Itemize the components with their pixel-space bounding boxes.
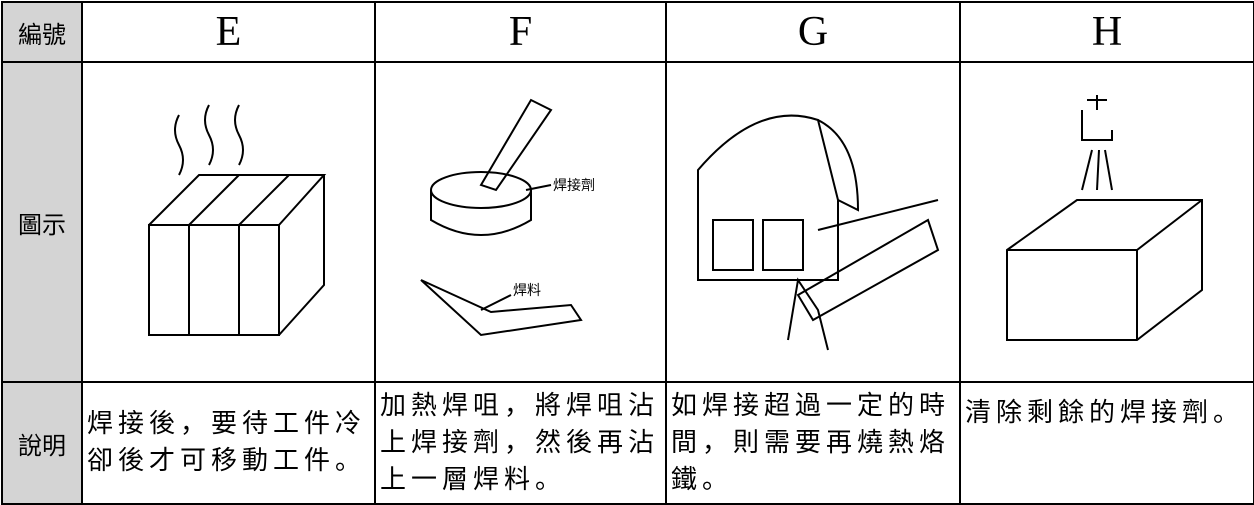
description: 如焊接超過一定的時間，則需要再燒熱烙鐵。	[665, 381, 961, 505]
cleaning-illustration	[1006, 95, 1203, 341]
header-label: 編號	[1, 1, 83, 63]
description: 焊接後，要待工件冷卻後才可移動工件。	[81, 381, 376, 505]
image-cell	[81, 61, 376, 383]
row-label: 說明	[1, 381, 83, 505]
image-row: 圖示 焊接劑 焊料	[1, 61, 1254, 383]
annotation: 焊料	[513, 283, 541, 299]
annotation: 焊接劑	[553, 177, 595, 194]
column-header: F	[374, 1, 667, 63]
reheating-illustration	[697, 114, 940, 351]
cooling-illustration	[147, 104, 326, 336]
image-cell	[665, 61, 961, 383]
column-header: H	[959, 1, 1254, 63]
image-cell	[959, 61, 1254, 383]
description: 加熱焊咀，將焊咀沾上焊接劑，然後再沾上一層焊料。	[374, 381, 667, 505]
header-row: 編號 E F G H	[1, 1, 1254, 63]
column-header: G	[665, 1, 961, 63]
image-cell: 焊接劑 焊料	[374, 61, 667, 383]
description-row: 說明 焊接後，要待工件冷卻後才可移動工件。 加熱焊咀，將焊咀沾上焊接劑，然後再沾…	[1, 381, 1254, 505]
soldering-illustration: 焊接劑 焊料	[419, 98, 595, 337]
description: 清除剩餘的焊接劑。	[959, 381, 1254, 505]
row-label: 圖示	[1, 61, 83, 383]
column-header: E	[81, 1, 376, 63]
